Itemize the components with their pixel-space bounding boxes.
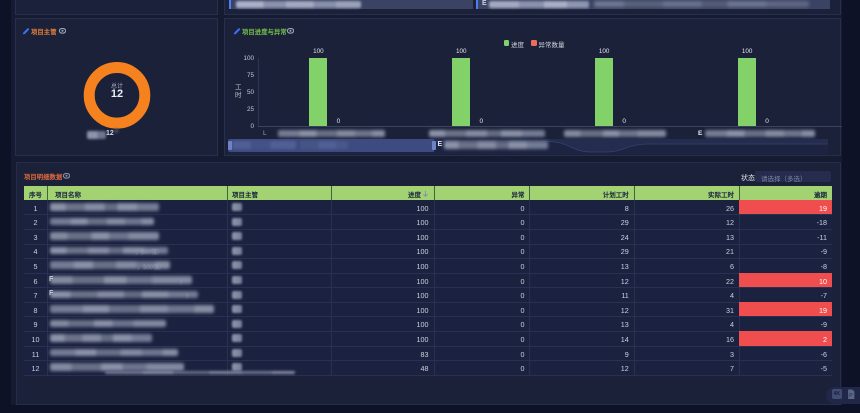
- svg-text:P: P: [849, 392, 853, 398]
